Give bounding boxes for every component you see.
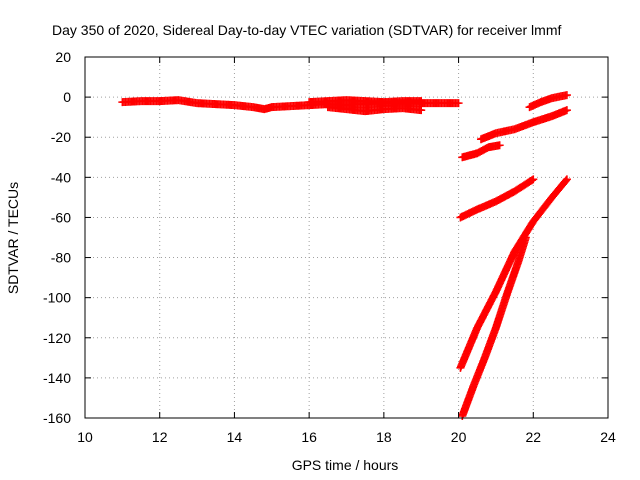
series-8	[456, 175, 571, 372]
series-7	[456, 175, 538, 222]
data-point	[527, 176, 536, 185]
series-2	[323, 103, 426, 116]
data-points	[118, 91, 571, 420]
y-tick-label: -40	[51, 169, 71, 185]
x-tick-label: 14	[227, 429, 243, 445]
data-point	[561, 176, 570, 185]
y-tick-labels: 20 0 -20 -40 -60 -80 -100 -120 -140 -160	[43, 49, 71, 426]
axis-ticks	[84, 56, 609, 419]
series-6	[525, 91, 571, 112]
series-4	[458, 141, 504, 162]
series-9	[458, 233, 530, 420]
series-3	[305, 96, 426, 107]
data-point	[417, 97, 426, 106]
chart-title: Day 350 of 2020, Sidereal Day-to-day VTE…	[52, 22, 561, 38]
x-tick-labels: 10 12 14 16 18 20 22 24	[77, 429, 616, 445]
x-tick-label: 18	[376, 429, 392, 445]
data-point	[454, 99, 463, 108]
y-tick-label: -100	[43, 290, 71, 306]
y-tick-label: -140	[43, 370, 71, 386]
data-point	[417, 106, 426, 115]
x-tick-label: 22	[525, 429, 541, 445]
y-tick-label: 20	[55, 49, 71, 65]
data-point	[495, 141, 504, 150]
y-tick-label: 0	[63, 89, 71, 105]
plot-frame	[84, 56, 609, 419]
x-tick-label: 16	[301, 429, 317, 445]
x-tick-label: 24	[600, 429, 616, 445]
grid-lines	[85, 57, 608, 418]
series-5	[476, 106, 571, 144]
x-tick-label: 10	[77, 429, 93, 445]
y-tick-label: -160	[43, 410, 71, 426]
data-point	[529, 175, 538, 184]
data-point	[521, 233, 530, 242]
x-tick-label: 20	[451, 429, 467, 445]
x-tick-label: 12	[152, 429, 168, 445]
x-axis-title: GPS time / hours	[292, 457, 399, 473]
data-point	[562, 175, 571, 184]
y-tick-label: -60	[51, 209, 71, 225]
y-tick-label: -20	[51, 129, 71, 145]
y-axis-title: SDTVAR / TECUs	[5, 182, 21, 294]
y-tick-label: -80	[51, 250, 71, 266]
y-tick-label: -120	[43, 330, 71, 346]
data-point	[562, 91, 571, 100]
data-point	[562, 106, 571, 115]
